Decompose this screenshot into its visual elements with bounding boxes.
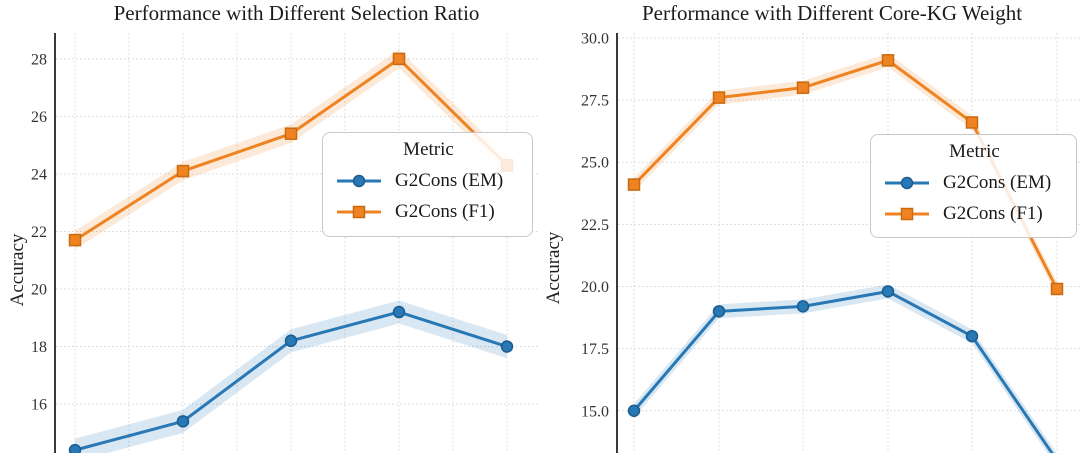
y-tick-label: 24 <box>31 166 47 183</box>
data-point-square <box>68 233 82 247</box>
legend-line-square-sample <box>885 207 929 220</box>
legend-label-em: G2Cons (EM) <box>395 169 504 191</box>
y-tick-labels: 16 18 20 22 24 26 28 <box>31 51 47 413</box>
data-point-circle <box>627 404 641 418</box>
data-point-square <box>712 91 726 104</box>
series-em-markers <box>68 305 514 453</box>
data-point-square <box>392 52 406 66</box>
chart-title: Performance with Different Core-KG Weigh… <box>641 1 1023 25</box>
legend-line-circle-sample <box>337 174 381 187</box>
y-tick-label: 15.0 <box>581 403 609 420</box>
data-point-square <box>627 178 641 191</box>
legend-item-g2cons-f1: G2Cons (F1) <box>883 198 1066 229</box>
series-em-markers <box>627 285 979 418</box>
y-tick-labels: 15.0 17.5 20.0 22.5 25.0 27.5 30.0 <box>581 30 609 420</box>
gridlines <box>56 33 540 453</box>
data-point-square <box>176 164 190 178</box>
y-tick-label: 26 <box>31 109 47 126</box>
data-point-square <box>796 81 810 94</box>
data-point-square <box>284 127 298 140</box>
y-tick-label: 16 <box>31 397 47 414</box>
series-em-band <box>75 300 507 453</box>
data-point-circle <box>392 305 406 319</box>
legend-line-square-sample <box>337 205 381 218</box>
data-point-circle <box>881 285 895 298</box>
y-tick-label: 25.0 <box>581 155 609 172</box>
legend-title: Metric <box>949 141 1000 162</box>
y-tick-label: 28 <box>31 51 47 68</box>
legend: Metric G2Cons (EM) G2Cons (F1) <box>870 134 1077 238</box>
data-point-circle <box>68 443 82 453</box>
selection-ratio-chart: Performance with Different Selection Rat… <box>7 1 540 453</box>
series-f1-band <box>634 53 1057 296</box>
legend: Metric G2Cons (EM) G2Cons (F1) <box>322 132 533 237</box>
data-point-circle <box>500 340 514 353</box>
data-point-circle <box>176 415 190 428</box>
series-f1-markers <box>627 54 1064 296</box>
legend-item-g2cons-em: G2Cons (EM) <box>335 165 522 196</box>
data-point-circle <box>712 305 726 318</box>
data-point-circle <box>965 329 979 343</box>
chart-title: Performance with Different Selection Rat… <box>113 1 480 25</box>
legend-label-em: G2Cons (EM) <box>943 171 1052 193</box>
y-tick-label: 30.0 <box>581 30 609 47</box>
data-point-square <box>965 116 979 129</box>
y-tick-label: 18 <box>31 339 47 356</box>
legend-item-g2cons-em: G2Cons (EM) <box>883 167 1066 198</box>
legend-line-circle-sample <box>885 176 929 189</box>
series-em-line <box>632 289 1054 453</box>
legend-label-f1: G2Cons (F1) <box>943 202 1043 224</box>
legend-label-f1: G2Cons (F1) <box>395 200 495 222</box>
legend-title: Metric <box>403 139 454 160</box>
data-point-square <box>881 54 895 67</box>
y-tick-label: 20 <box>31 282 47 299</box>
data-point-circle <box>796 300 810 313</box>
y-tick-label: 22 <box>31 224 47 241</box>
data-point-circle <box>284 334 298 348</box>
y-tick-label: 20.0 <box>581 279 609 296</box>
y-tick-label: 22.5 <box>581 217 609 234</box>
plot-area: 16 18 20 22 24 26 28 <box>31 33 540 453</box>
legend-item-g2cons-f1: G2Cons (F1) <box>335 196 522 227</box>
core-kg-weight-chart: Performance with Different Core-KG Weigh… <box>540 0 1080 453</box>
y-tick-label: 27.5 <box>581 93 609 110</box>
y-tick-label: 17.5 <box>581 341 609 358</box>
data-point-square <box>1050 282 1064 296</box>
